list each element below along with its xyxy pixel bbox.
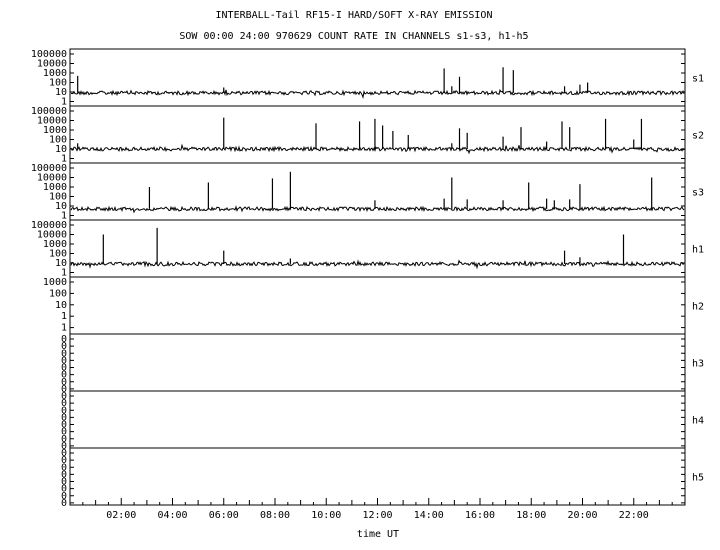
y-tick-label: 0 [61, 491, 67, 502]
y-tick-label: 10 [55, 201, 67, 212]
x-tick-label: 04:00 [157, 510, 187, 521]
y-tick-label: 1000 [43, 277, 67, 288]
y-tick-label: 100000 [31, 106, 67, 117]
y-tick-label: 0 [61, 477, 67, 488]
x-tick-label: 06:00 [209, 510, 239, 521]
y-tick-label: 1 [61, 323, 67, 334]
series-h1-trace [70, 259, 685, 270]
panel-frame [69, 447, 686, 506]
y-tick-label: 0 [61, 427, 67, 438]
y-tick-label: 1 [61, 97, 67, 108]
y-tick-label: 0 [61, 434, 67, 445]
y-tick-label: 0 [61, 455, 67, 466]
x-tick-label: 22:00 [619, 510, 649, 521]
y-tick-label: 1000 [43, 239, 67, 250]
x-tick-label: 08:00 [260, 510, 290, 521]
x-tick-label: 12:00 [362, 510, 392, 521]
y-tick-label: 100 [49, 288, 67, 299]
panel-frame [69, 276, 686, 335]
y-tick-label: 0 [61, 384, 67, 395]
time-axis: 02:00 04:00 06:00 08:00 10:00 12:00 14:00 16:00… [69, 498, 686, 521]
y-tick-label: 0 [61, 484, 67, 495]
y-tick-label: 0 [61, 363, 67, 374]
y-tick-label: 1 [61, 154, 67, 165]
y-tick-label: 10000 [37, 59, 67, 70]
channel-label: h2 [692, 302, 704, 313]
y-tick-label: 1000 [43, 182, 67, 193]
x-tick-label: 18:00 [516, 510, 546, 521]
y-tick-label: 100000 [31, 49, 67, 60]
y-tick-label: 100000 [31, 220, 67, 231]
y-tick-label: 1 [61, 311, 67, 322]
y-tick-label: 1 [61, 268, 67, 279]
y-tick-label: 0 [61, 334, 67, 345]
channel-label: s2 [692, 131, 704, 142]
channel-label: s1 [692, 74, 704, 85]
y-tick-label: 0 [61, 420, 67, 431]
panel-frame [69, 219, 686, 278]
y-tick-label: 0 [61, 348, 67, 359]
x-tick-label: 16:00 [465, 510, 495, 521]
panel-frame [69, 333, 686, 392]
y-tick-label: 10 [55, 144, 67, 155]
series-s1-trace [70, 88, 685, 100]
y-tick-label: 0 [61, 391, 67, 402]
y-tick-label: 10 [55, 258, 67, 269]
x-tick-label: 14:00 [414, 510, 444, 521]
y-tick-label: 0 [61, 441, 67, 452]
chart-subtitle: SOW 00:00 24:00 970629 COUNT RATE IN CHA… [179, 31, 528, 42]
channel-panels: 100000100001000100101s110000010000100010… [31, 48, 704, 509]
channel-label: h3 [692, 359, 704, 370]
y-tick-label: 100 [49, 135, 67, 146]
y-tick-label: 10000 [37, 173, 67, 184]
y-tick-label: 100 [49, 78, 67, 89]
y-tick-label: 1000 [43, 68, 67, 79]
x-tick-label: 02:00 [106, 510, 136, 521]
x-tick-label: 20:00 [567, 510, 597, 521]
y-tick-label: 0 [61, 462, 67, 473]
y-tick-label: 0 [61, 398, 67, 409]
y-tick-label: 0 [61, 377, 67, 388]
y-tick-label: 10 [55, 300, 67, 311]
y-tick-label: 0 [61, 341, 67, 352]
y-tick-label: 0 [61, 498, 67, 509]
y-tick-label: 0 [61, 355, 67, 366]
y-tick-label: 0 [61, 405, 67, 416]
x-tick-label: 10:00 [311, 510, 341, 521]
y-tick-label: 1 [61, 211, 67, 222]
y-tick-label: 100 [49, 192, 67, 203]
y-tick-label: 10000 [37, 116, 67, 127]
channel-label: s3 [692, 188, 704, 199]
y-tick-label: 0 [61, 448, 67, 459]
y-tick-label: 10 [55, 87, 67, 98]
series-s3-trace [70, 205, 685, 214]
chart-title: INTERBALL-Tail RF15-I HARD/SOFT X-RAY EM… [216, 10, 493, 21]
channel-label: h1 [692, 245, 704, 256]
panel-frame [69, 48, 686, 107]
panel-frame [69, 390, 686, 449]
y-tick-label: 1000 [43, 125, 67, 136]
x-axis-label: time UT [357, 529, 399, 540]
y-tick-label: 10000 [37, 230, 67, 241]
y-tick-label: 0 [61, 412, 67, 423]
panel-frame [69, 105, 686, 164]
y-tick-label: 0 [61, 469, 67, 480]
y-tick-label: 100 [49, 249, 67, 260]
y-tick-label: 100000 [31, 163, 67, 174]
panel-frame [69, 162, 686, 221]
y-tick-label: 0 [61, 370, 67, 381]
channel-label: h4 [692, 416, 704, 427]
channel-label: h5 [692, 473, 704, 484]
series-s2-trace [70, 143, 685, 155]
